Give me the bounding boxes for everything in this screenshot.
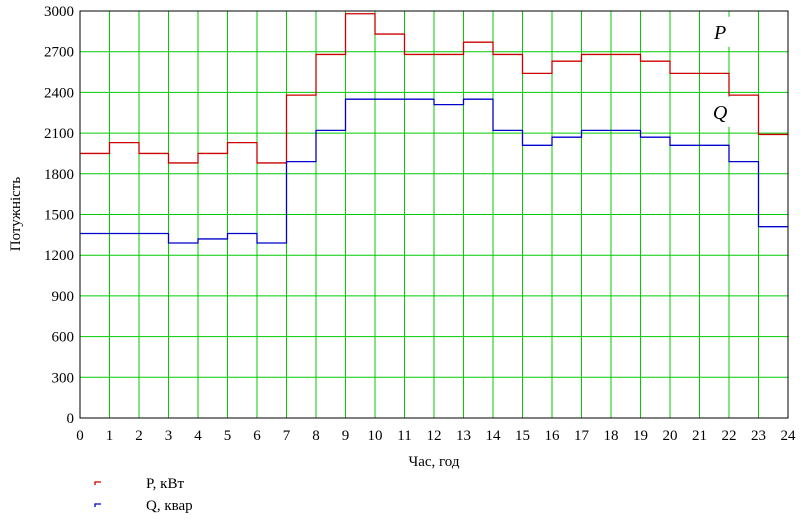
x-tick-label: 1 [106,428,114,444]
y-tick-label: 600 [52,330,75,346]
y-tick-label: 3000 [44,4,74,20]
plot-frame [79,10,789,419]
y-tick-label: 900 [52,289,75,305]
x-tick-label: 2 [135,428,143,444]
curve-label-bg [700,96,741,127]
y-tick-label: 1200 [44,248,74,264]
x-tick-label: 7 [283,428,291,444]
x-tick-label: 5 [224,428,232,444]
x-tick-label: 22 [722,428,737,444]
x-tick-label: 14 [486,428,502,444]
series-line-p [80,13,788,164]
x-tick-label: 11 [397,428,411,444]
curve-labels: PQ [700,16,741,127]
y-tick-labels: 0 300 600 900 1200 1500 1800 2100 2400 2700 3000 [44,4,74,427]
x-tick-labels: 0 1 2 3 4 5 6 7 8 9 10 11 12 13 14 15 16 17 18 19 20 21 22 23 24 [76,428,796,444]
series-line-q [80,98,788,244]
x-tick-label: 18 [604,428,619,444]
x-axis-title: Час, год [408,454,459,470]
legend: P, кВт Q, квар [94,476,193,514]
curve-label-bg [700,16,741,47]
x-tick-label: 8 [312,428,320,444]
x-tick-label: 23 [751,428,766,444]
x-tick-label: 4 [194,428,202,444]
x-tick-label: 19 [633,428,648,444]
legend-swatch [94,503,101,507]
x-tick-label: 3 [165,428,173,444]
curve-label-p: P [713,22,726,44]
x-tick-label: 17 [574,428,590,444]
x-tick-label: 12 [427,428,442,444]
x-tick-label: 15 [515,428,530,444]
x-tick-label: 6 [253,428,261,444]
x-tick-label: 21 [692,428,707,444]
series-lines [80,13,788,244]
y-tick-label: 1500 [44,208,74,224]
x-tick-label: 24 [781,428,797,444]
y-tick-label: 2100 [44,126,74,142]
legend-label: Q, квар [146,498,193,514]
x-tick-label: 10 [368,428,383,444]
x-tick-label: 16 [545,428,561,444]
y-tick-label: 2700 [44,45,74,61]
legend-swatch [94,481,101,485]
x-tick-label: 0 [76,428,84,444]
y-tick-label: 0 [67,411,75,427]
x-tick-label: 20 [663,428,678,444]
legend-label: P, кВт [146,476,184,492]
y-tick-label: 1800 [44,167,74,183]
y-axis-title: Потужність [8,177,24,252]
y-tick-label: 300 [52,370,75,386]
x-tick-label: 13 [456,428,471,444]
grid [80,11,788,418]
curve-label-q: Q [713,102,728,124]
y-tick-label: 2400 [44,85,74,101]
x-tick-label: 9 [342,428,350,444]
